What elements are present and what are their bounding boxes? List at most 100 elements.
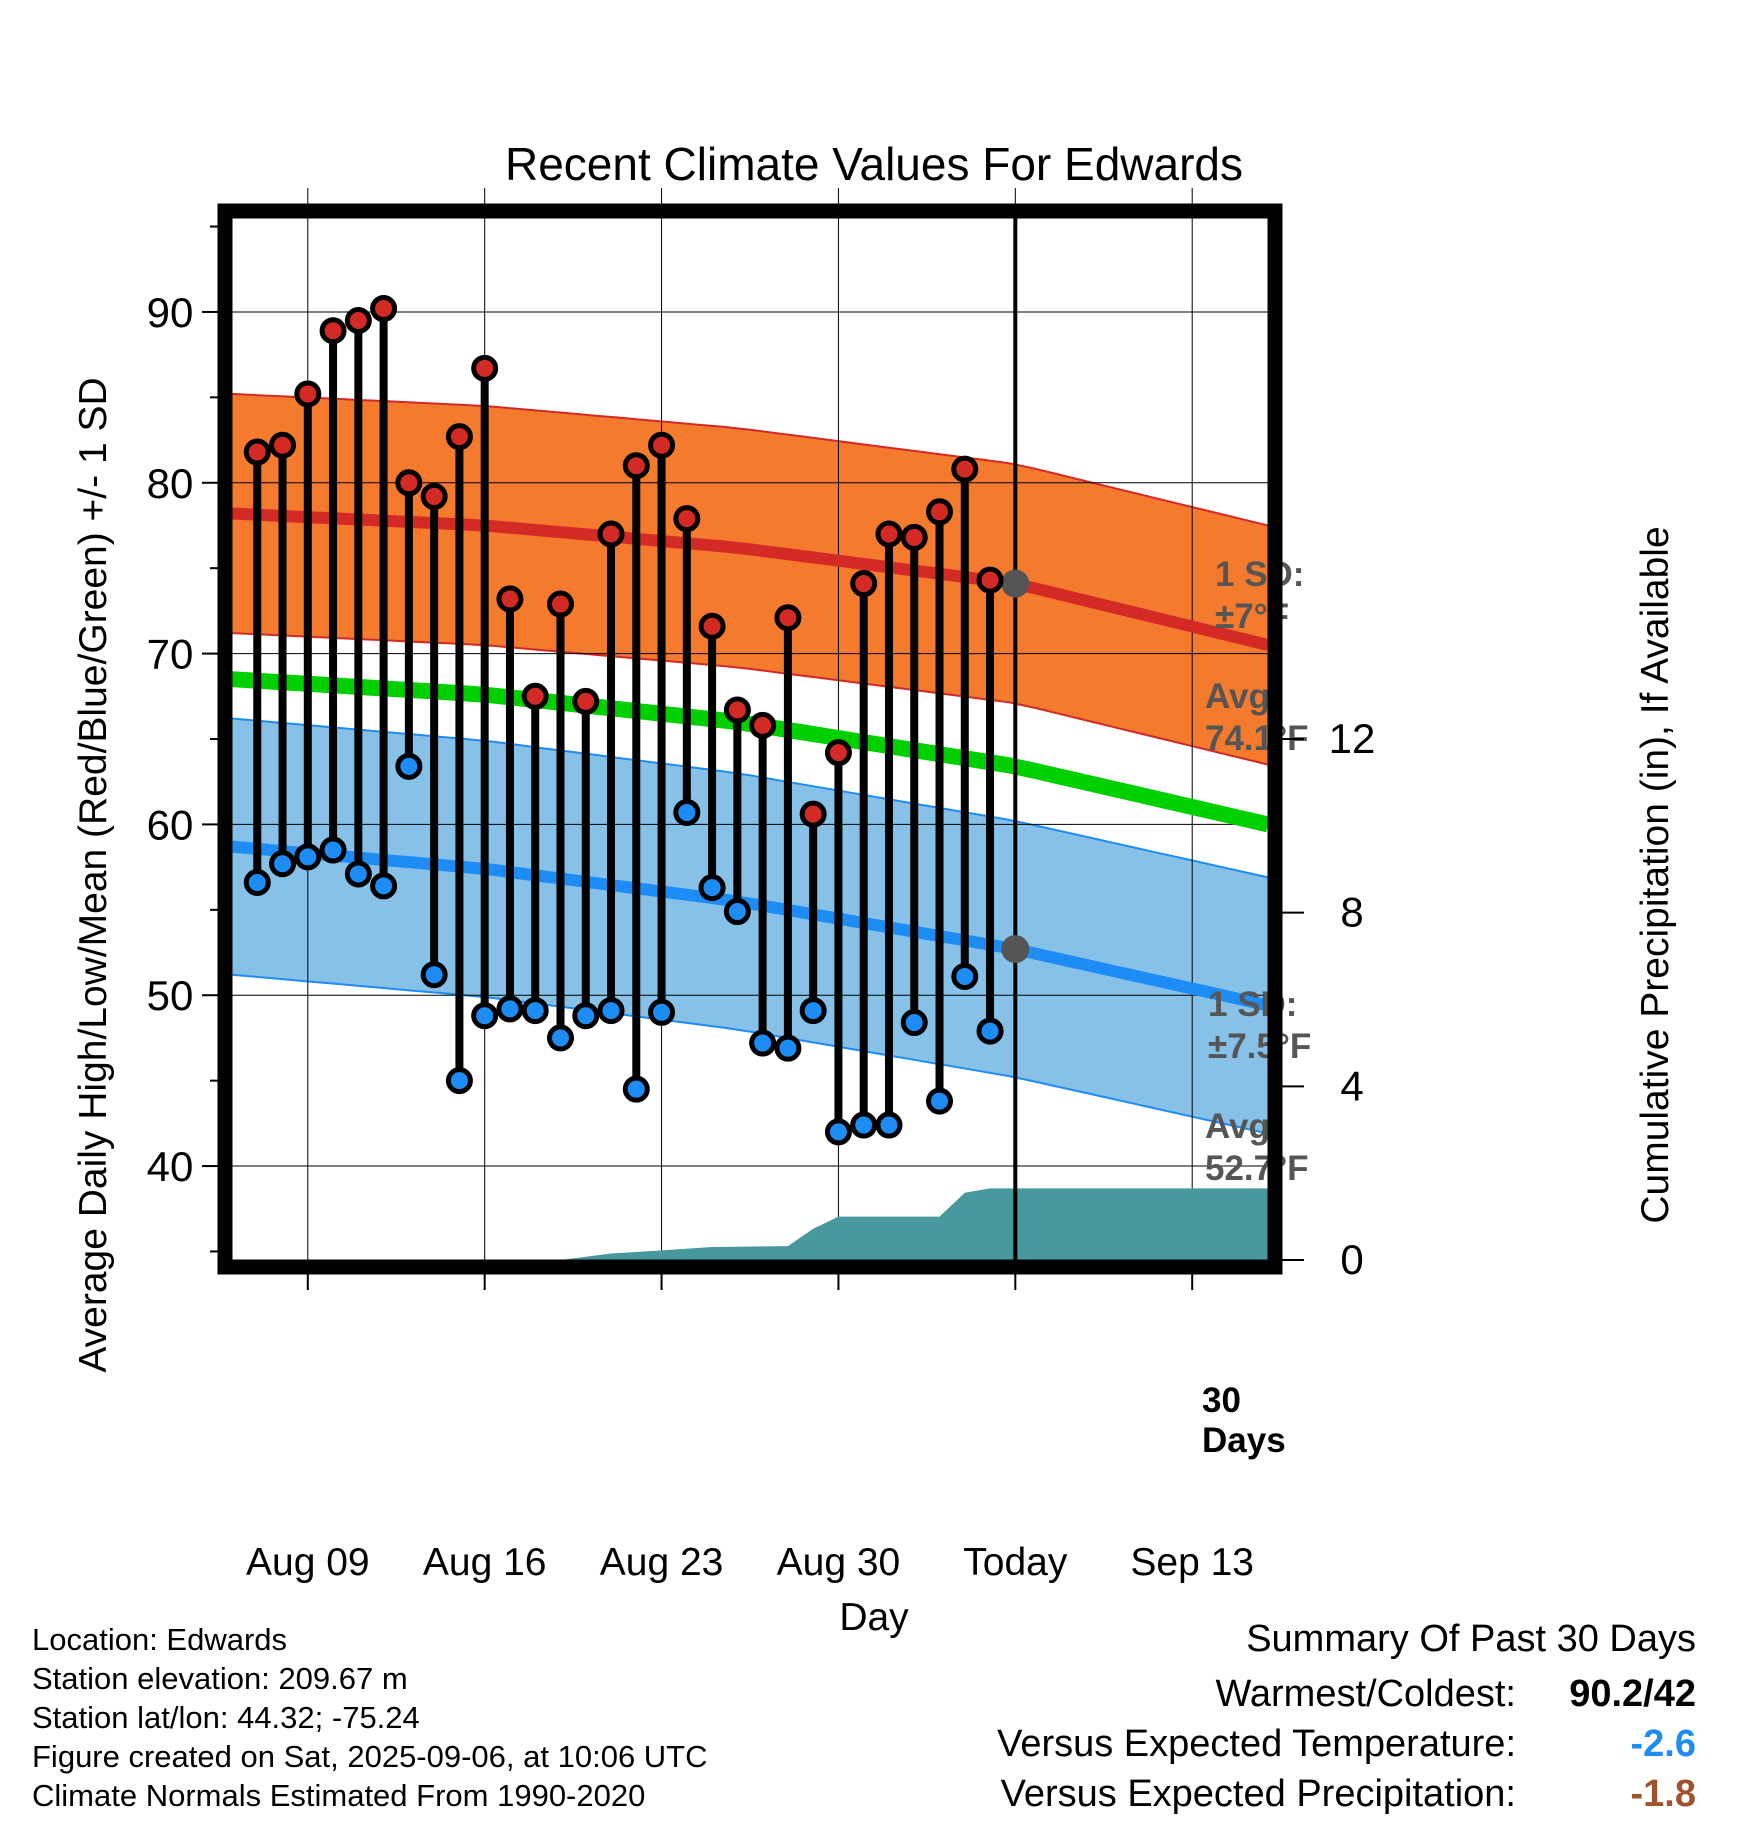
x-tick-label: Aug 30: [777, 1541, 901, 1584]
today-avg-high-dot: [1001, 569, 1030, 598]
daily-temp-bars: [243, 295, 1004, 1146]
x-tick-label: Today: [963, 1541, 1068, 1584]
y-tick-label: 60: [147, 801, 194, 848]
high-sd-band: [232, 393, 1268, 765]
precip-area-fill: [232, 1188, 1268, 1260]
low-sd-lower-edge: [231, 973, 1269, 1135]
today-avg-low-dot: [1001, 935, 1030, 964]
summary-row-warmest: Warmest/Coldest: 90.2/42: [997, 1669, 1696, 1719]
daily-high-dot: [824, 739, 852, 767]
y-axis-label: Average Daily High/Low/Mean (Red/Blue/Gr…: [72, 377, 115, 1372]
days-label-1: 30: [1202, 1381, 1241, 1420]
y-tick-label: 50: [147, 972, 194, 1019]
daily-low-dot: [471, 1002, 499, 1030]
daily-high-dot: [875, 520, 903, 548]
daily-low-dot: [496, 995, 524, 1023]
daily-high-dot: [395, 469, 423, 497]
x-tick-label: Sep 13: [1130, 1541, 1254, 1584]
daily-high-dot: [597, 520, 625, 548]
low-sd-upper-edge: [231, 717, 1269, 879]
daily-high-dot: [243, 438, 271, 466]
y-tick-label: 80: [147, 460, 194, 507]
daily-low-dot: [774, 1034, 802, 1062]
daily-low-dot: [597, 997, 625, 1025]
daily-low-dot: [344, 860, 372, 888]
chart-title: Recent Climate Values For Edwards: [505, 138, 1243, 190]
temp-value: -2.6: [1630, 1723, 1696, 1765]
daily-high-dot: [850, 570, 878, 598]
created-text: Figure created on Sat, 2025-09-06, at 10…: [32, 1739, 708, 1774]
daily-low-dot: [648, 998, 676, 1026]
temp-label: Versus Expected Temperature:: [997, 1723, 1516, 1765]
avg-high-line: [231, 507, 1270, 651]
precip-area: [232, 1188, 1268, 1260]
low-sd-value: ±7.5°F: [1208, 1027, 1311, 1066]
daily-high-dot: [370, 295, 398, 323]
daily-high-dot: [673, 505, 701, 533]
summary-row-precip: Versus Expected Precipitation: -1.8: [997, 1769, 1696, 1819]
daily-low-dot: [622, 1075, 650, 1103]
daily-low-dot: [951, 962, 979, 990]
location-text: Location: Edwards: [32, 1622, 288, 1657]
avg-low-line: [231, 840, 1270, 1012]
daily-high-dot: [344, 306, 372, 334]
y2-tick-label: 0: [1340, 1236, 1363, 1283]
daily-high-dot: [471, 354, 499, 382]
daily-low-dot: [799, 997, 827, 1025]
daily-low-dot: [673, 798, 701, 826]
daily-low-dot: [294, 843, 322, 871]
daily-low-dot: [926, 1087, 954, 1115]
station-info: Location: Edwards Station elevation: 209…: [32, 1620, 708, 1815]
latlon-text: Station lat/lon: 44.32; -75.24: [32, 1700, 420, 1735]
daily-high-dot: [648, 431, 676, 459]
daily-low-dot: [243, 868, 271, 896]
daily-high-dot: [774, 604, 802, 632]
daily-low-dot: [900, 1009, 928, 1037]
daily-high-dot: [799, 800, 827, 828]
daily-low-dot: [420, 961, 448, 989]
daily-high-dot: [269, 431, 297, 459]
daily-low-dot: [723, 898, 751, 926]
daily-high-dot: [420, 482, 448, 510]
daily-high-dot: [951, 455, 979, 483]
daily-low-dot: [395, 752, 423, 780]
y-tick-label: 70: [147, 631, 194, 678]
daily-low-dot: [521, 997, 549, 1025]
precip-label: Versus Expected Precipitation:: [1000, 1773, 1516, 1815]
low-sd-label: 1 SD:: [1208, 985, 1297, 1024]
precip-value: -1.8: [1630, 1773, 1696, 1815]
x-tick-label: Aug 23: [600, 1541, 724, 1584]
plot-border: [217, 203, 1283, 1275]
daily-high-dot: [445, 423, 473, 451]
warmest-value: 90.2/42: [1569, 1673, 1696, 1715]
x-tick-label: Aug 09: [246, 1541, 370, 1584]
daily-low-dot: [749, 1029, 777, 1057]
x-tick-label: Aug 16: [423, 1541, 547, 1584]
low-avg-value: 52.7°F: [1205, 1149, 1309, 1188]
high-sd-upper-edge: [231, 392, 1269, 527]
daily-low-dot: [319, 836, 347, 864]
summary-panel: Summary Of Past 30 Days Warmest/Coldest:…: [997, 1618, 1696, 1819]
y2-tick-label: 12: [1329, 715, 1376, 762]
daily-low-dot: [976, 1017, 1004, 1045]
y2-tick-label: 4: [1340, 1062, 1363, 1109]
daily-low-dot: [572, 1002, 600, 1030]
daily-high-dot: [622, 452, 650, 480]
daily-low-dot: [269, 850, 297, 878]
daily-high-dot: [926, 498, 954, 526]
normal-bands: [231, 392, 1269, 1135]
daily-high-dot: [698, 612, 726, 640]
daily-high-dot: [319, 317, 347, 345]
daily-low-dot: [850, 1111, 878, 1139]
y-tick-label: 40: [147, 1143, 194, 1190]
daily-high-dot: [749, 711, 777, 739]
y2-tick-label: 8: [1340, 889, 1363, 936]
today-marker: [1001, 218, 1030, 1260]
plot-frame: [217, 203, 1283, 1275]
daily-high-dot: [976, 566, 1004, 594]
normals-text: Climate Normals Estimated From 1990-2020: [32, 1778, 646, 1813]
daily-low-dot: [546, 1024, 574, 1052]
annotations: 1 SD: ±7°F Avg: 74.1°F 1 SD: ±7.5°F Avg:…: [1202, 555, 1311, 1460]
